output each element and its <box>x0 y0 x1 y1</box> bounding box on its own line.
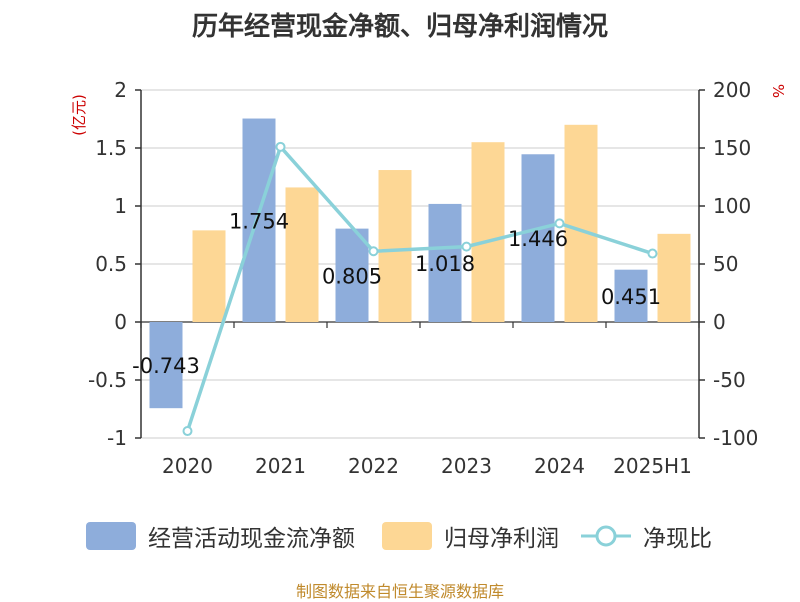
legend-swatch-cashflow <box>86 522 136 550</box>
bar-profit[interactable] <box>564 124 598 322</box>
tick-labels: 2 1.5 1 0.5 0 -0.5 -1 200 150 100 50 0 -50 -100 2020 20… <box>88 78 758 478</box>
cashflow-data-label: 1.754 <box>229 209 289 233</box>
x-tick-label: 2025H1 <box>613 454 692 478</box>
left-tick-label: -1 <box>107 426 127 450</box>
x-tick-label: 2023 <box>441 454 492 478</box>
left-tick-label: 0.5 <box>95 252 127 276</box>
left-tick-label: 0 <box>114 310 127 334</box>
grid-lines <box>135 89 705 439</box>
cashflow-data-label: -0.743 <box>132 354 200 378</box>
x-tick-label: 2022 <box>348 454 399 478</box>
cashflow-data-label: 1.446 <box>508 227 568 251</box>
ratio-point[interactable] <box>554 218 565 229</box>
bar-cashflow[interactable] <box>614 269 648 322</box>
legend-item-cashflow[interactable]: 经营活动现金流净额 <box>86 516 355 556</box>
right-tick-label: 150 <box>713 136 751 160</box>
cashflow-data-label: 0.451 <box>601 285 661 309</box>
left-tick-label: -0.5 <box>88 368 127 392</box>
legend-swatch-ratio <box>581 525 631 547</box>
axes <box>140 90 700 438</box>
legend-item-profit[interactable]: 归母净利润 <box>382 516 559 556</box>
cashflow-data-label: 1.018 <box>415 252 475 276</box>
x-tick-label: 2024 <box>534 454 585 478</box>
bars <box>149 118 691 409</box>
bar-cashflow[interactable] <box>335 228 369 322</box>
right-tick-label: -50 <box>713 368 746 392</box>
left-tick-label: 1 <box>114 194 127 218</box>
left-tick-label: 1.5 <box>95 136 127 160</box>
bar-cashflow[interactable] <box>521 154 555 322</box>
bar-profit[interactable] <box>378 170 412 322</box>
ratio-point[interactable] <box>182 426 193 437</box>
legend-label-ratio: 净现比 <box>643 526 712 552</box>
bar-profit[interactable] <box>192 230 226 322</box>
right-axis-unit: % <box>769 84 787 98</box>
right-tick-label: -100 <box>713 426 758 450</box>
ratio-line <box>182 141 658 437</box>
right-tick-label: 100 <box>713 194 751 218</box>
ratio-point[interactable] <box>647 248 658 259</box>
ratio-point[interactable] <box>461 241 472 252</box>
bar-cashflow[interactable] <box>428 203 462 322</box>
ratio-polyline <box>185 143 654 432</box>
right-tick-label: 200 <box>713 78 751 102</box>
chart-title: 历年经营现金净额、归母净利润情况 <box>191 12 608 42</box>
ratio-point[interactable] <box>368 246 379 257</box>
x-tick-label: 2021 <box>255 454 306 478</box>
x-tick-label: 2020 <box>162 454 213 478</box>
bar-cashflow[interactable] <box>149 322 183 409</box>
legend: 经营活动现金流净额 归母净利润 净现比 <box>0 516 800 556</box>
right-tick-label: 0 <box>713 310 726 334</box>
data-labels: -0.743 1.754 0.805 1.018 1.446 0.451 <box>132 209 661 378</box>
bar-profit[interactable] <box>471 142 505 322</box>
legend-swatch-profit <box>382 522 432 550</box>
source-note: 制图数据来自恒生聚源数据库 <box>295 582 504 601</box>
right-tick-label: 50 <box>713 252 738 276</box>
bar-cashflow[interactable] <box>242 118 276 322</box>
legend-label-profit: 归母净利润 <box>444 526 559 552</box>
bar-profit[interactable] <box>657 233 691 322</box>
left-tick-label: 2 <box>114 78 127 102</box>
cashflow-data-label: 0.805 <box>322 264 382 288</box>
legend-item-ratio[interactable]: 净现比 <box>581 516 712 556</box>
legend-label-cashflow: 经营活动现金流净额 <box>148 526 355 552</box>
ratio-point[interactable] <box>275 141 286 152</box>
bar-profit[interactable] <box>285 187 319 322</box>
left-axis-unit: (亿元) <box>70 94 88 136</box>
